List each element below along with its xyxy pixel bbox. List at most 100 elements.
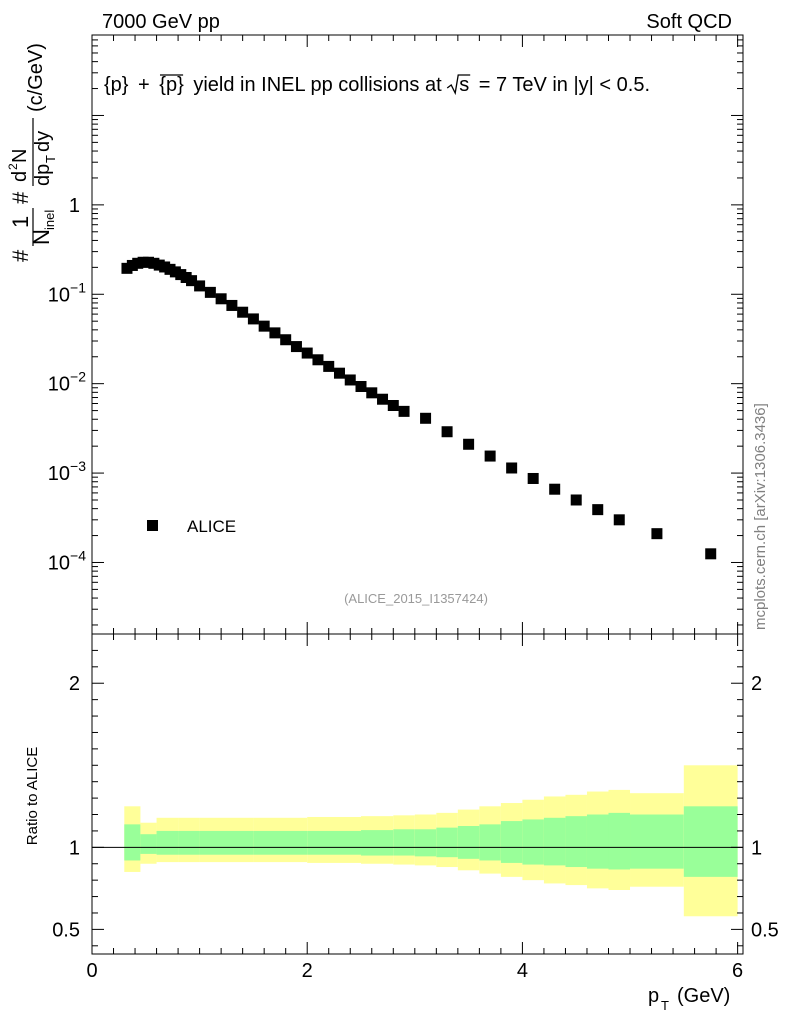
legend-marker bbox=[147, 520, 158, 531]
ratio-bands bbox=[92, 765, 743, 917]
data-point bbox=[312, 354, 324, 366]
band-inner-0 bbox=[124, 824, 141, 861]
ratio-tick-label-left-2: 2 bbox=[69, 673, 80, 695]
ratio-tick-label-right-0: 0.5 bbox=[751, 919, 779, 941]
data-point bbox=[237, 306, 249, 318]
band-inner-10 bbox=[436, 827, 458, 858]
band-inner-1 bbox=[140, 834, 157, 854]
header-right: Soft QCD bbox=[646, 11, 732, 33]
data-point bbox=[506, 462, 518, 474]
y-tick-label-0: 1 bbox=[69, 195, 80, 217]
y-tick-label-3: 10−3 bbox=[48, 458, 86, 485]
data-point bbox=[186, 275, 198, 287]
band-inner-17 bbox=[586, 814, 609, 869]
data-point bbox=[705, 548, 717, 560]
data-point bbox=[592, 504, 604, 516]
y-axis-label: # 1 N inel # d 2 N dp T dy (c/GeV) bbox=[6, 43, 58, 262]
data-point bbox=[613, 514, 625, 526]
data-point bbox=[377, 393, 389, 405]
data-point bbox=[301, 347, 313, 359]
data-point bbox=[344, 374, 356, 386]
x-axis-label: p T (GeV) bbox=[648, 985, 730, 1013]
data-point bbox=[420, 412, 432, 424]
band-inner-14 bbox=[522, 819, 544, 865]
title-pbar-close: } bbox=[177, 74, 184, 96]
ratio-tick-label-left-1: 1 bbox=[69, 837, 80, 859]
band-inner-19 bbox=[630, 814, 684, 869]
data-point bbox=[333, 367, 345, 379]
x-tick-label-1: 2 bbox=[302, 960, 313, 982]
data-point bbox=[484, 450, 496, 462]
data-point bbox=[194, 280, 206, 292]
title-pbar-letter: p bbox=[166, 74, 177, 96]
band-inner-3 bbox=[178, 830, 200, 855]
side-label: mcplots.cern.ch [arXiv:1306.3436] bbox=[752, 403, 769, 630]
xlabel-p: p bbox=[648, 985, 659, 1007]
y-tick-label-4: 10−4 bbox=[48, 547, 86, 574]
y-tick-label-1: 10−1 bbox=[48, 279, 86, 306]
band-inner-9 bbox=[414, 829, 437, 857]
band-inner-12 bbox=[479, 824, 501, 861]
ylabel-hash2: # bbox=[8, 191, 33, 204]
band-inner-11 bbox=[457, 826, 480, 859]
band-inner-5 bbox=[253, 830, 308, 855]
title-s: s bbox=[459, 74, 469, 96]
data-point bbox=[280, 334, 292, 346]
title-rest1: yield in INEL pp collisions at bbox=[193, 74, 442, 96]
legend-label: ALICE bbox=[187, 517, 236, 536]
band-inner-8 bbox=[393, 829, 415, 856]
data-point bbox=[441, 426, 453, 438]
header-left: 7000 GeV pp bbox=[102, 11, 220, 33]
band-inner-15 bbox=[543, 817, 566, 866]
data-point bbox=[366, 387, 378, 399]
ylabel-N2: N bbox=[9, 149, 31, 163]
ratio-tick-label-right-2: 2 bbox=[751, 673, 762, 695]
data-point bbox=[258, 320, 270, 332]
ylabel-dy: dy bbox=[32, 131, 54, 152]
data-point bbox=[323, 360, 335, 372]
plot-title: {p} + {p} yield in INEL pp collisions at… bbox=[104, 74, 650, 96]
ylabel-N: N bbox=[29, 229, 54, 245]
axis-ticks bbox=[91, 35, 743, 954]
ratio-tick-label-left-0: 0.5 bbox=[52, 919, 80, 941]
band-inner-2 bbox=[156, 830, 179, 855]
band-inner-18 bbox=[608, 812, 631, 870]
ylabel-one: 1 bbox=[8, 216, 33, 228]
xlabel-units: (GeV) bbox=[677, 985, 730, 1007]
tick-labels: 1 10−1 10−2 10−3 10−4 0 2 4 6 0.5 0.5 1 1 2 2 bbox=[48, 195, 779, 982]
data-point bbox=[269, 327, 281, 339]
data-point bbox=[204, 286, 216, 298]
data-point bbox=[570, 494, 582, 506]
x-tick-label-2: 4 bbox=[517, 960, 528, 982]
title-pbar-open: { bbox=[159, 74, 166, 96]
ylabel-units: (c/GeV) bbox=[25, 43, 47, 112]
band-inner-6 bbox=[307, 830, 362, 855]
data-point bbox=[549, 483, 561, 495]
band-inner-13 bbox=[500, 821, 523, 863]
x-tick-label-3: 6 bbox=[732, 960, 743, 982]
ylabel-sup2: 2 bbox=[6, 163, 20, 170]
data-point bbox=[226, 299, 238, 311]
data-point bbox=[463, 438, 475, 450]
ratio-y-label: Ratio to ALICE bbox=[24, 747, 41, 845]
ylabel-dp: dp bbox=[32, 164, 54, 186]
ylabel-hash1: # bbox=[8, 249, 33, 262]
band-inner-20 bbox=[683, 806, 738, 877]
data-point bbox=[247, 313, 259, 325]
ylabel-inel: inel bbox=[42, 210, 57, 230]
ratio-plot-frame bbox=[91, 633, 744, 955]
data-points bbox=[121, 256, 717, 560]
ylabel-d: d bbox=[9, 171, 31, 182]
svg-text:{p} + {p} yi: {p} + {p} yield in INEL pp collisions at… bbox=[104, 74, 650, 96]
data-point bbox=[527, 472, 539, 484]
data-point bbox=[215, 293, 227, 305]
x-tick-label-0: 0 bbox=[86, 960, 97, 982]
ratio-tick-label-right-1: 1 bbox=[751, 837, 762, 859]
data-point bbox=[398, 405, 410, 417]
data-point bbox=[355, 380, 367, 392]
title-p: {p} bbox=[104, 74, 129, 96]
main-plot-frame bbox=[91, 34, 744, 635]
title-plus: + bbox=[138, 74, 150, 96]
data-point bbox=[651, 528, 663, 540]
